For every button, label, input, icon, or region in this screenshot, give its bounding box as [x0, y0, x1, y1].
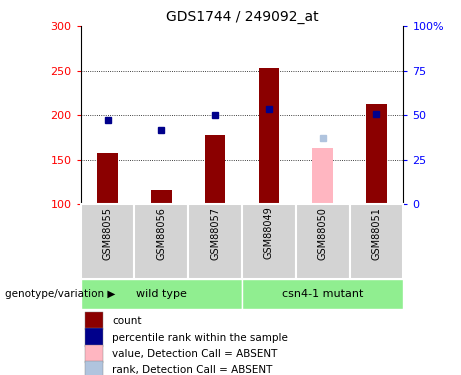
FancyBboxPatch shape: [188, 204, 242, 279]
FancyBboxPatch shape: [81, 204, 135, 279]
Text: GSM88056: GSM88056: [156, 207, 166, 260]
Text: wild type: wild type: [136, 290, 187, 299]
Bar: [97, 153, 118, 204]
Bar: [85, 361, 103, 375]
FancyBboxPatch shape: [349, 204, 403, 279]
Bar: [205, 135, 225, 204]
Bar: [81, 279, 242, 309]
Text: genotype/variation ▶: genotype/variation ▶: [5, 290, 115, 299]
Bar: [85, 312, 103, 330]
Bar: [85, 345, 103, 363]
Text: value, Detection Call = ABSENT: value, Detection Call = ABSENT: [112, 349, 278, 359]
Bar: [242, 279, 403, 309]
FancyBboxPatch shape: [242, 204, 296, 279]
Bar: [259, 68, 279, 204]
FancyBboxPatch shape: [296, 204, 349, 279]
Bar: [313, 148, 333, 204]
Text: percentile rank within the sample: percentile rank within the sample: [112, 333, 288, 343]
Bar: [366, 104, 387, 204]
Bar: [85, 328, 103, 347]
Text: GSM88049: GSM88049: [264, 207, 274, 260]
Bar: [151, 190, 171, 204]
Text: GSM88050: GSM88050: [318, 207, 328, 260]
Text: GSM88051: GSM88051: [372, 207, 382, 260]
Text: csn4-1 mutant: csn4-1 mutant: [282, 290, 363, 299]
Text: rank, Detection Call = ABSENT: rank, Detection Call = ABSENT: [112, 365, 272, 375]
Text: count: count: [112, 316, 142, 326]
Title: GDS1744 / 249092_at: GDS1744 / 249092_at: [165, 10, 319, 24]
FancyBboxPatch shape: [135, 204, 188, 279]
Text: GSM88055: GSM88055: [102, 207, 112, 260]
Text: GSM88057: GSM88057: [210, 207, 220, 260]
